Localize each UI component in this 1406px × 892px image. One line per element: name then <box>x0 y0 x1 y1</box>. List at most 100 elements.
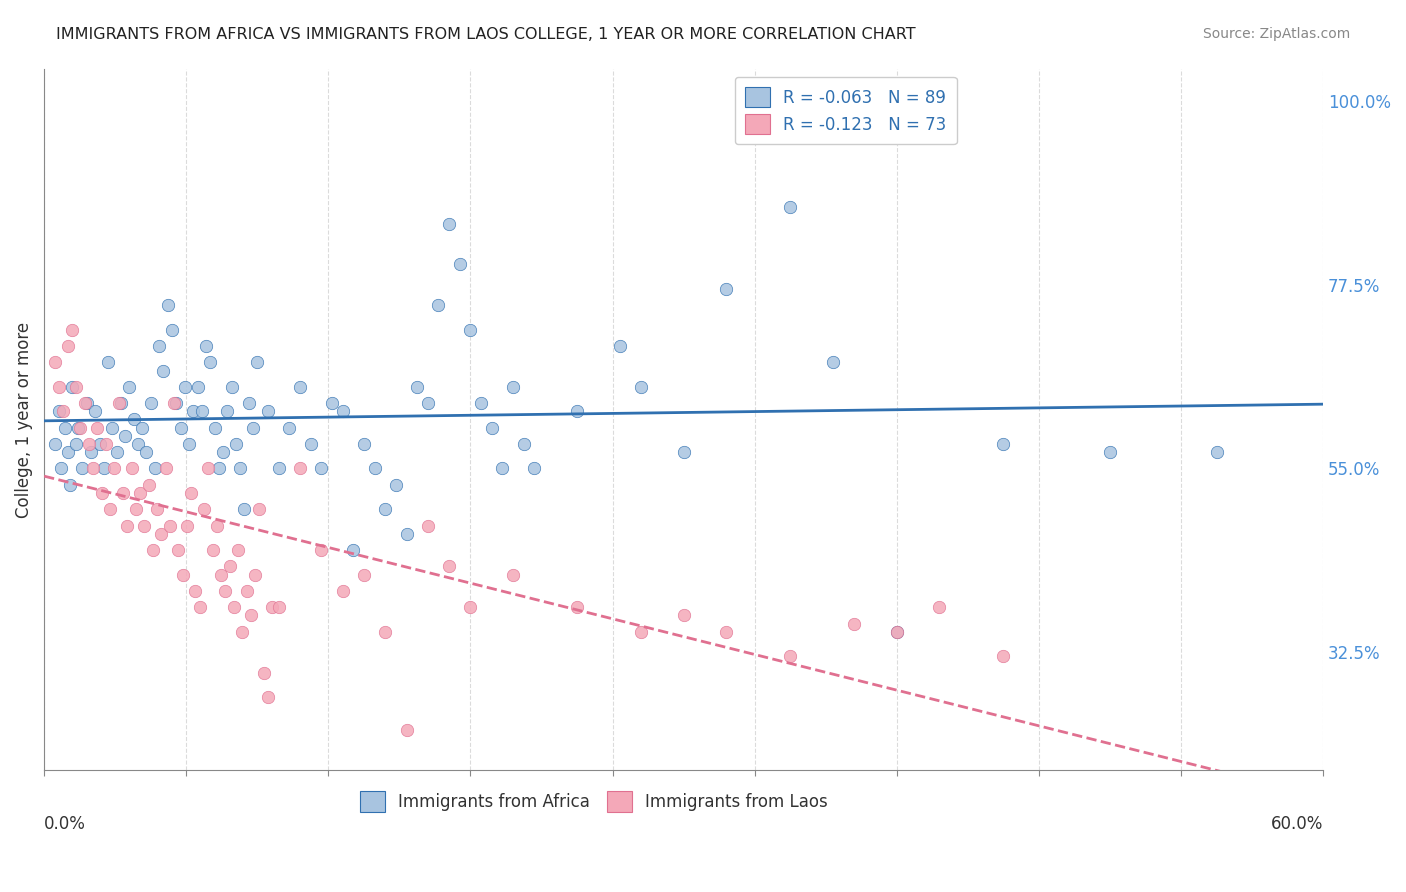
Legend: Immigrants from Africa, Immigrants from Laos: Immigrants from Africa, Immigrants from … <box>350 781 838 822</box>
Point <box>278 420 301 434</box>
Point <box>249 502 271 516</box>
Point <box>51 461 73 475</box>
Point <box>94 437 117 451</box>
Point <box>288 461 311 475</box>
Point <box>73 396 96 410</box>
Point <box>44 437 66 451</box>
Point <box>150 526 173 541</box>
Point <box>321 396 343 410</box>
Point <box>80 445 103 459</box>
Point <box>886 624 908 639</box>
Point <box>135 445 157 459</box>
Point <box>117 518 139 533</box>
Point <box>103 461 125 475</box>
Point <box>886 624 908 639</box>
Point <box>193 502 215 516</box>
Point <box>84 404 107 418</box>
Point <box>93 461 115 475</box>
Point <box>253 665 276 680</box>
Point <box>222 600 245 615</box>
Point <box>155 461 177 475</box>
Point <box>111 486 134 500</box>
Point <box>229 461 252 475</box>
Point <box>374 502 396 516</box>
Point <box>195 339 218 353</box>
Point <box>118 380 141 394</box>
Point <box>332 404 354 418</box>
Point <box>288 380 311 394</box>
Point <box>176 518 198 533</box>
Point <box>460 323 482 337</box>
Point <box>134 518 156 533</box>
Y-axis label: College, 1 year or more: College, 1 year or more <box>15 321 32 517</box>
Point <box>342 543 364 558</box>
Point <box>353 567 375 582</box>
Point <box>184 583 207 598</box>
Point <box>416 518 439 533</box>
Point <box>332 583 354 598</box>
Point <box>197 461 219 475</box>
Point <box>131 420 153 434</box>
Point <box>779 200 801 214</box>
Point <box>672 445 695 459</box>
Point <box>672 608 695 623</box>
Point <box>226 543 249 558</box>
Point <box>565 600 588 615</box>
Point <box>309 461 332 475</box>
Point <box>191 404 214 418</box>
Point <box>208 461 231 475</box>
Point <box>82 461 104 475</box>
Point <box>138 477 160 491</box>
Point <box>449 257 471 271</box>
Point <box>513 437 536 451</box>
Point <box>481 420 503 434</box>
Point <box>928 600 950 615</box>
Point <box>1098 445 1121 459</box>
Point <box>142 543 165 558</box>
Point <box>125 502 148 516</box>
Point <box>180 486 202 500</box>
Point <box>122 412 145 426</box>
Point <box>160 323 183 337</box>
Point <box>139 396 162 410</box>
Point <box>238 396 260 410</box>
Point <box>159 518 181 533</box>
Point <box>523 461 546 475</box>
Point <box>177 437 200 451</box>
Point <box>76 396 98 410</box>
Point <box>105 445 128 459</box>
Point <box>169 420 191 434</box>
Point <box>231 624 253 639</box>
Point <box>993 437 1015 451</box>
Point <box>242 420 264 434</box>
Point <box>101 420 124 434</box>
Point <box>821 355 844 369</box>
Point <box>209 567 232 582</box>
Point <box>59 477 82 491</box>
Point <box>267 461 290 475</box>
Point <box>395 723 418 737</box>
Text: 0.0%: 0.0% <box>44 815 86 833</box>
Point <box>90 486 112 500</box>
Point <box>235 583 257 598</box>
Point <box>716 624 738 639</box>
Point <box>156 298 179 312</box>
Point <box>60 380 83 394</box>
Point <box>779 649 801 664</box>
Point <box>262 600 284 615</box>
Point <box>502 567 524 582</box>
Point <box>716 282 738 296</box>
Point <box>214 583 236 598</box>
Point <box>844 616 866 631</box>
Point <box>993 649 1015 664</box>
Point <box>97 355 120 369</box>
Point <box>309 543 332 558</box>
Point <box>217 404 239 418</box>
Point <box>257 404 280 418</box>
Point <box>72 461 94 475</box>
Point <box>172 567 194 582</box>
Point <box>491 461 513 475</box>
Point <box>363 461 385 475</box>
Point <box>460 600 482 615</box>
Point <box>565 404 588 418</box>
